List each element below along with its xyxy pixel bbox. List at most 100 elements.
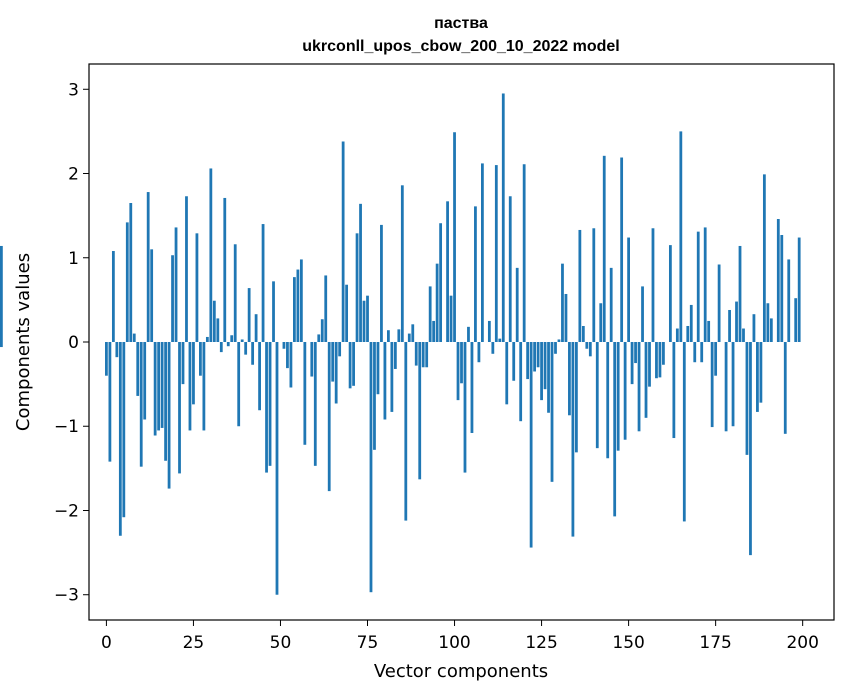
bar	[574, 342, 578, 453]
bar	[540, 342, 543, 401]
bar	[742, 328, 745, 342]
bar	[794, 298, 798, 342]
bar	[769, 318, 773, 342]
bar	[547, 342, 550, 413]
bar	[0, 245, 3, 342]
y-axis-ticks: −3 −2 −1 0 1 2 3	[54, 80, 89, 606]
bar	[519, 342, 523, 422]
bar	[505, 342, 509, 405]
bar	[387, 330, 390, 342]
bar	[477, 342, 481, 363]
bar	[564, 293, 568, 342]
bar	[111, 251, 115, 342]
bar	[571, 342, 575, 537]
bar	[728, 309, 731, 342]
bar	[362, 300, 366, 342]
bar	[345, 284, 349, 342]
bar	[118, 342, 122, 536]
bar	[105, 342, 108, 376]
bar	[703, 227, 707, 342]
bar	[738, 245, 742, 342]
bar	[230, 335, 234, 342]
bar	[282, 342, 286, 349]
bar	[219, 342, 223, 353]
bar	[717, 264, 721, 342]
bar	[373, 342, 376, 450]
bar	[522, 164, 526, 342]
bar	[609, 267, 613, 342]
bar	[352, 342, 355, 386]
bar	[331, 342, 335, 382]
bar	[630, 342, 634, 385]
bar	[620, 157, 624, 342]
x-tick-label: 25	[183, 633, 205, 653]
bar	[348, 342, 352, 389]
bar	[627, 237, 630, 342]
bar	[341, 141, 345, 342]
bar	[167, 342, 171, 489]
bar	[174, 227, 178, 342]
bar	[648, 342, 651, 387]
bar	[209, 168, 213, 342]
y-tick-label: −3	[54, 586, 79, 606]
bar	[237, 342, 241, 427]
bar	[240, 339, 244, 342]
bar	[780, 235, 784, 342]
bar	[366, 295, 369, 342]
x-tick-label: 125	[525, 633, 557, 653]
bar	[212, 300, 216, 342]
bar	[759, 342, 763, 403]
x-axis-ticks: 0 25 50 75 100 125 150 175 200	[101, 620, 819, 653]
bar	[313, 342, 317, 466]
bar	[595, 342, 599, 449]
bar	[407, 333, 411, 342]
bar	[752, 314, 756, 342]
bar	[202, 342, 206, 431]
bar	[606, 342, 610, 459]
bar	[293, 277, 296, 342]
bar	[460, 342, 463, 384]
bar	[644, 342, 648, 418]
bar	[275, 342, 279, 595]
bar	[463, 342, 467, 473]
bar	[397, 329, 401, 342]
y-tick-label: −1	[54, 417, 79, 437]
y-tick-label: 1	[68, 249, 79, 269]
bar	[143, 342, 147, 420]
bar	[696, 231, 700, 342]
bar	[359, 203, 362, 342]
bar	[481, 163, 484, 342]
x-tick-label: 100	[438, 633, 470, 653]
bar	[700, 342, 704, 363]
bar	[634, 342, 637, 364]
bar	[474, 206, 477, 342]
bar	[418, 342, 422, 480]
bar	[501, 93, 505, 342]
bar	[662, 342, 665, 365]
bar	[787, 259, 791, 342]
bar	[449, 295, 453, 342]
y-tick-label: 3	[68, 80, 79, 100]
bar	[592, 228, 596, 342]
bar	[679, 131, 683, 342]
bar	[682, 342, 686, 522]
bar	[672, 342, 676, 439]
bar	[543, 342, 547, 390]
bar	[139, 342, 143, 467]
bar	[324, 275, 328, 342]
bar	[529, 342, 533, 548]
bar	[467, 326, 470, 342]
bar	[216, 318, 220, 342]
bar	[195, 233, 199, 342]
bar	[414, 342, 418, 366]
bar	[268, 342, 272, 466]
bar	[675, 328, 679, 342]
bar	[658, 342, 662, 378]
bar	[310, 342, 314, 377]
bar	[383, 342, 387, 420]
bar	[491, 342, 495, 354]
bar	[136, 342, 140, 396]
chart-title-line2: ukrconll_upos_cbow_200_10_2022 model	[302, 38, 619, 55]
bar	[494, 165, 498, 342]
bar	[205, 336, 209, 342]
